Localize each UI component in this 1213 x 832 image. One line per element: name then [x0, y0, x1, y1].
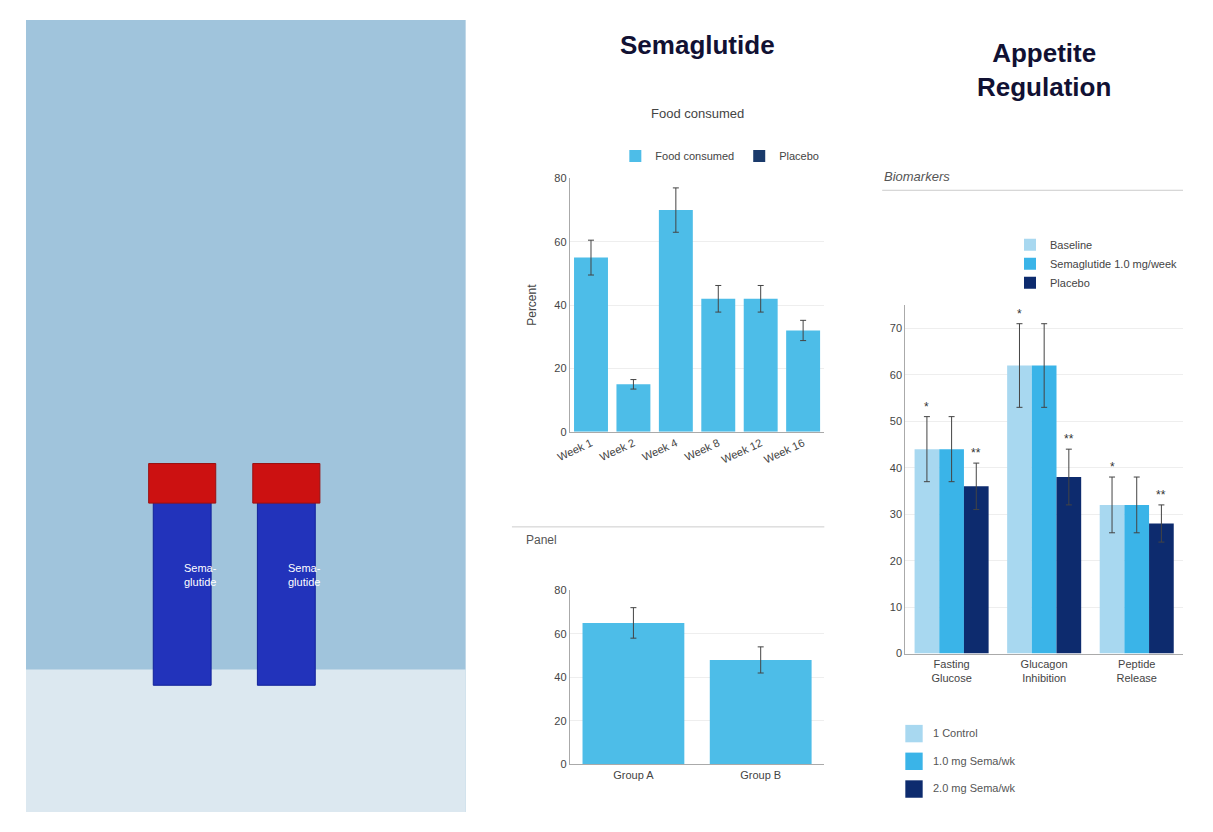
svg-text:80: 80	[554, 584, 566, 596]
svg-text:*: *	[1110, 460, 1115, 474]
svg-text:Baseline: Baseline	[1050, 239, 1092, 251]
svg-text:1.0 mg Sema/wk: 1.0 mg Sema/wk	[933, 755, 1015, 767]
svg-text:Week 4: Week 4	[640, 436, 679, 463]
svg-text:Week 8: Week 8	[683, 436, 722, 463]
svg-text:Week 16: Week 16	[762, 436, 806, 465]
svg-text:Percent: Percent	[525, 284, 539, 326]
svg-text:Panel: Panel	[526, 533, 557, 547]
svg-text:*: *	[1017, 307, 1022, 321]
svg-text:Group B: Group B	[740, 769, 781, 781]
svg-text:Biomarkers: Biomarkers	[884, 169, 950, 184]
svg-text:Sema-glutide: Sema-glutide	[184, 562, 217, 588]
svg-text:2.0 mg Sema/wk: 2.0 mg Sema/wk	[933, 782, 1015, 794]
svg-text:0: 0	[896, 647, 902, 659]
svg-text:20: 20	[890, 555, 902, 567]
svg-text:20: 20	[554, 715, 566, 727]
svg-text:Group A: Group A	[613, 769, 654, 781]
svg-text:Food consumed: Food consumed	[651, 106, 744, 121]
svg-text:40: 40	[554, 671, 566, 683]
svg-text:10: 10	[890, 601, 902, 613]
svg-text:GlucagonInhibition: GlucagonInhibition	[1021, 658, 1068, 684]
svg-text:Food consumed: Food consumed	[655, 150, 734, 162]
svg-text:Week 12: Week 12	[720, 436, 764, 465]
svg-text:**: **	[1156, 488, 1166, 502]
svg-text:60: 60	[554, 628, 566, 640]
svg-text:**: **	[1064, 432, 1074, 446]
svg-text:**: **	[971, 446, 981, 460]
svg-text:Sema-glutide: Sema-glutide	[288, 562, 321, 588]
svg-text:20: 20	[554, 362, 566, 374]
svg-text:Semaglutide 1.0 mg/week: Semaglutide 1.0 mg/week	[1050, 258, 1177, 270]
svg-text:80: 80	[554, 172, 566, 184]
svg-text:AppetiteRegulation: AppetiteRegulation	[977, 38, 1111, 102]
svg-text:40: 40	[554, 299, 566, 311]
svg-text:Placebo: Placebo	[779, 150, 819, 162]
svg-text:1 Control: 1 Control	[933, 727, 978, 739]
svg-text:*: *	[924, 400, 929, 414]
svg-text:Week 1: Week 1	[555, 436, 594, 463]
svg-text:60: 60	[890, 369, 902, 381]
svg-text:40: 40	[890, 462, 902, 474]
svg-text:Semaglutide: Semaglutide	[620, 30, 775, 60]
svg-text:FastingGlucose: FastingGlucose	[931, 658, 971, 684]
svg-text:30: 30	[890, 508, 902, 520]
svg-text:70: 70	[890, 322, 902, 334]
svg-text:60: 60	[554, 236, 566, 248]
svg-text:Placebo: Placebo	[1050, 277, 1090, 289]
svg-text:50: 50	[890, 415, 902, 427]
svg-text:0: 0	[560, 426, 566, 438]
svg-text:PeptideRelease: PeptideRelease	[1117, 658, 1157, 684]
svg-text:0: 0	[560, 758, 566, 770]
svg-text:Week 2: Week 2	[598, 436, 637, 463]
